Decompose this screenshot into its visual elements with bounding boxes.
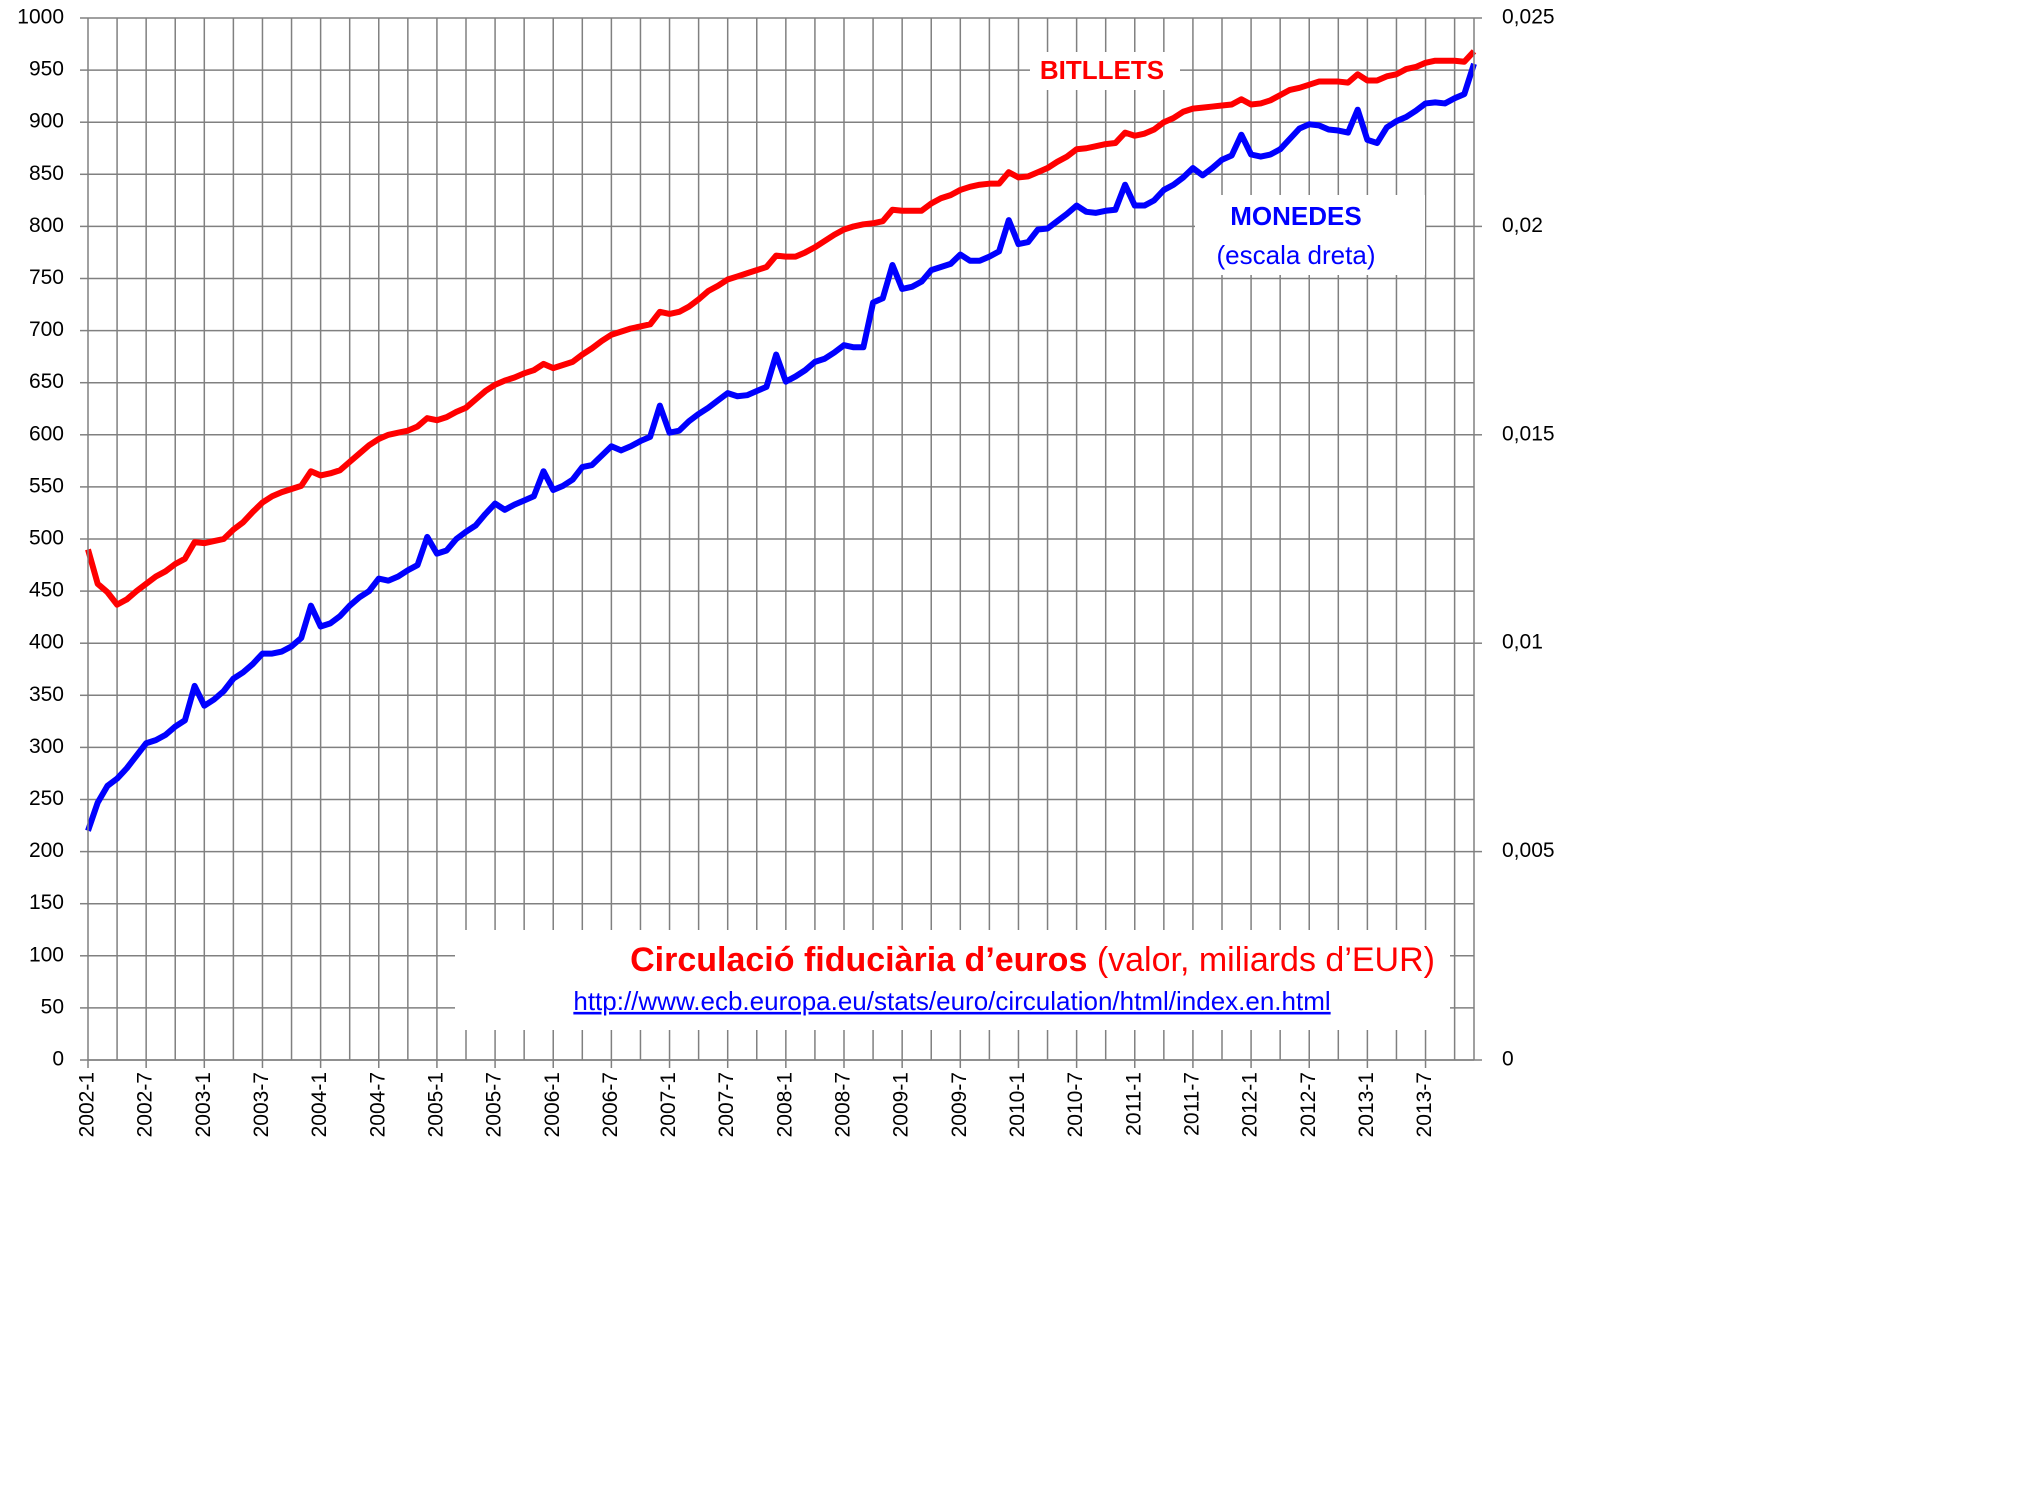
x-tick-label: 2012-1 [1239, 1072, 1262, 1137]
title-box [455, 930, 1450, 1030]
x-tick-label: 2002-7 [134, 1072, 157, 1137]
x-tick-label: 2011-7 [1180, 1072, 1203, 1136]
x-tick-label: 2007-1 [657, 1072, 680, 1137]
y2-tick-label: 0,015 [1502, 422, 1555, 445]
x-tick-label: 2011-1 [1122, 1072, 1145, 1136]
x-tick-label: 2008-1 [773, 1072, 796, 1137]
x-tick-label: 2013-7 [1413, 1072, 1436, 1137]
x-tick-label: 2003-7 [250, 1072, 273, 1137]
chart-title: Circulació fiduciària d’euros [630, 941, 1087, 979]
x-tick-label: 2002-1 [76, 1072, 99, 1137]
x-tick-label: 2008-7 [832, 1072, 855, 1137]
x-tick-label: 2006-7 [599, 1072, 622, 1137]
y-tick-label: 400 [29, 631, 64, 654]
y2-tick-label: 0,005 [1502, 839, 1555, 862]
axes: 0 50 100 150 200 250 300 350 400 450 500 550 600 650 7… [17, 6, 1554, 1138]
x-tick-label: 2007-7 [715, 1072, 738, 1137]
annotation: (escala dreta) [1217, 240, 1376, 270]
y-tick-label: 100 [29, 943, 64, 966]
y-tick-label: 150 [29, 891, 64, 914]
y-tick-label: 900 [29, 110, 64, 133]
y-tick-label: 950 [29, 58, 64, 81]
y2-tick-label: 0,01 [1502, 631, 1543, 654]
chart-subtitle: (valor, miliards d’EUR) [1097, 941, 1435, 979]
y-tick-label: 800 [29, 214, 64, 237]
y-tick-label: 500 [29, 527, 64, 550]
grid [88, 17, 1474, 1061]
lines [85, 49, 1477, 832]
y-tick-label: 200 [29, 839, 64, 862]
series-label: BITLLETS [1040, 55, 1164, 85]
source-link[interactable]: http://www.ecb.europa.eu/stats/euro/circ… [573, 986, 1330, 1016]
series-line [85, 62, 1477, 832]
y2-tick-label: 0 [1502, 1048, 1514, 1071]
series-line [85, 49, 1477, 608]
x-tick-label: 2009-1 [890, 1072, 913, 1137]
y-tick-label: 50 [41, 995, 64, 1018]
x-tick-label: 2006-1 [541, 1072, 564, 1137]
y-tick-label: 650 [29, 370, 64, 393]
title-line: Circulació fiduciària d’euros (valor, mi… [630, 941, 1435, 979]
x-tick-label: 2010-1 [1006, 1072, 1029, 1137]
y-tick-label: 300 [29, 735, 64, 758]
x-tick-label: 2005-7 [483, 1072, 506, 1137]
y-tick-label: 1000 [17, 6, 64, 29]
x-tick-label: 2010-7 [1064, 1072, 1087, 1137]
y-tick-label: 350 [29, 683, 64, 706]
x-tick-label: 2009-7 [948, 1072, 971, 1137]
y-tick-label: 700 [29, 318, 64, 341]
y-tick-label: 550 [29, 474, 64, 497]
y-tick-label: 0 [52, 1048, 64, 1071]
x-tick-label: 2013-1 [1355, 1072, 1378, 1137]
x-tick-label: 2003-1 [192, 1072, 215, 1137]
y2-tick-label: 0,025 [1502, 6, 1555, 29]
y-tick-label: 600 [29, 422, 64, 445]
y-tick-label: 250 [29, 787, 64, 810]
x-tick-label: 2004-1 [308, 1072, 331, 1137]
series-label: MONEDES [1230, 201, 1361, 231]
x-tick-label: 2004-7 [366, 1072, 389, 1137]
label-box [1195, 195, 1425, 275]
label-box [1030, 52, 1180, 90]
y-tick-label: 750 [29, 266, 64, 289]
x-tick-label: 2012-7 [1297, 1072, 1320, 1137]
y-tick-label: 450 [29, 579, 64, 602]
y2-tick-label: 0,02 [1502, 214, 1543, 237]
y-tick-label: 850 [29, 162, 64, 185]
x-tick-label: 2005-1 [424, 1072, 447, 1137]
